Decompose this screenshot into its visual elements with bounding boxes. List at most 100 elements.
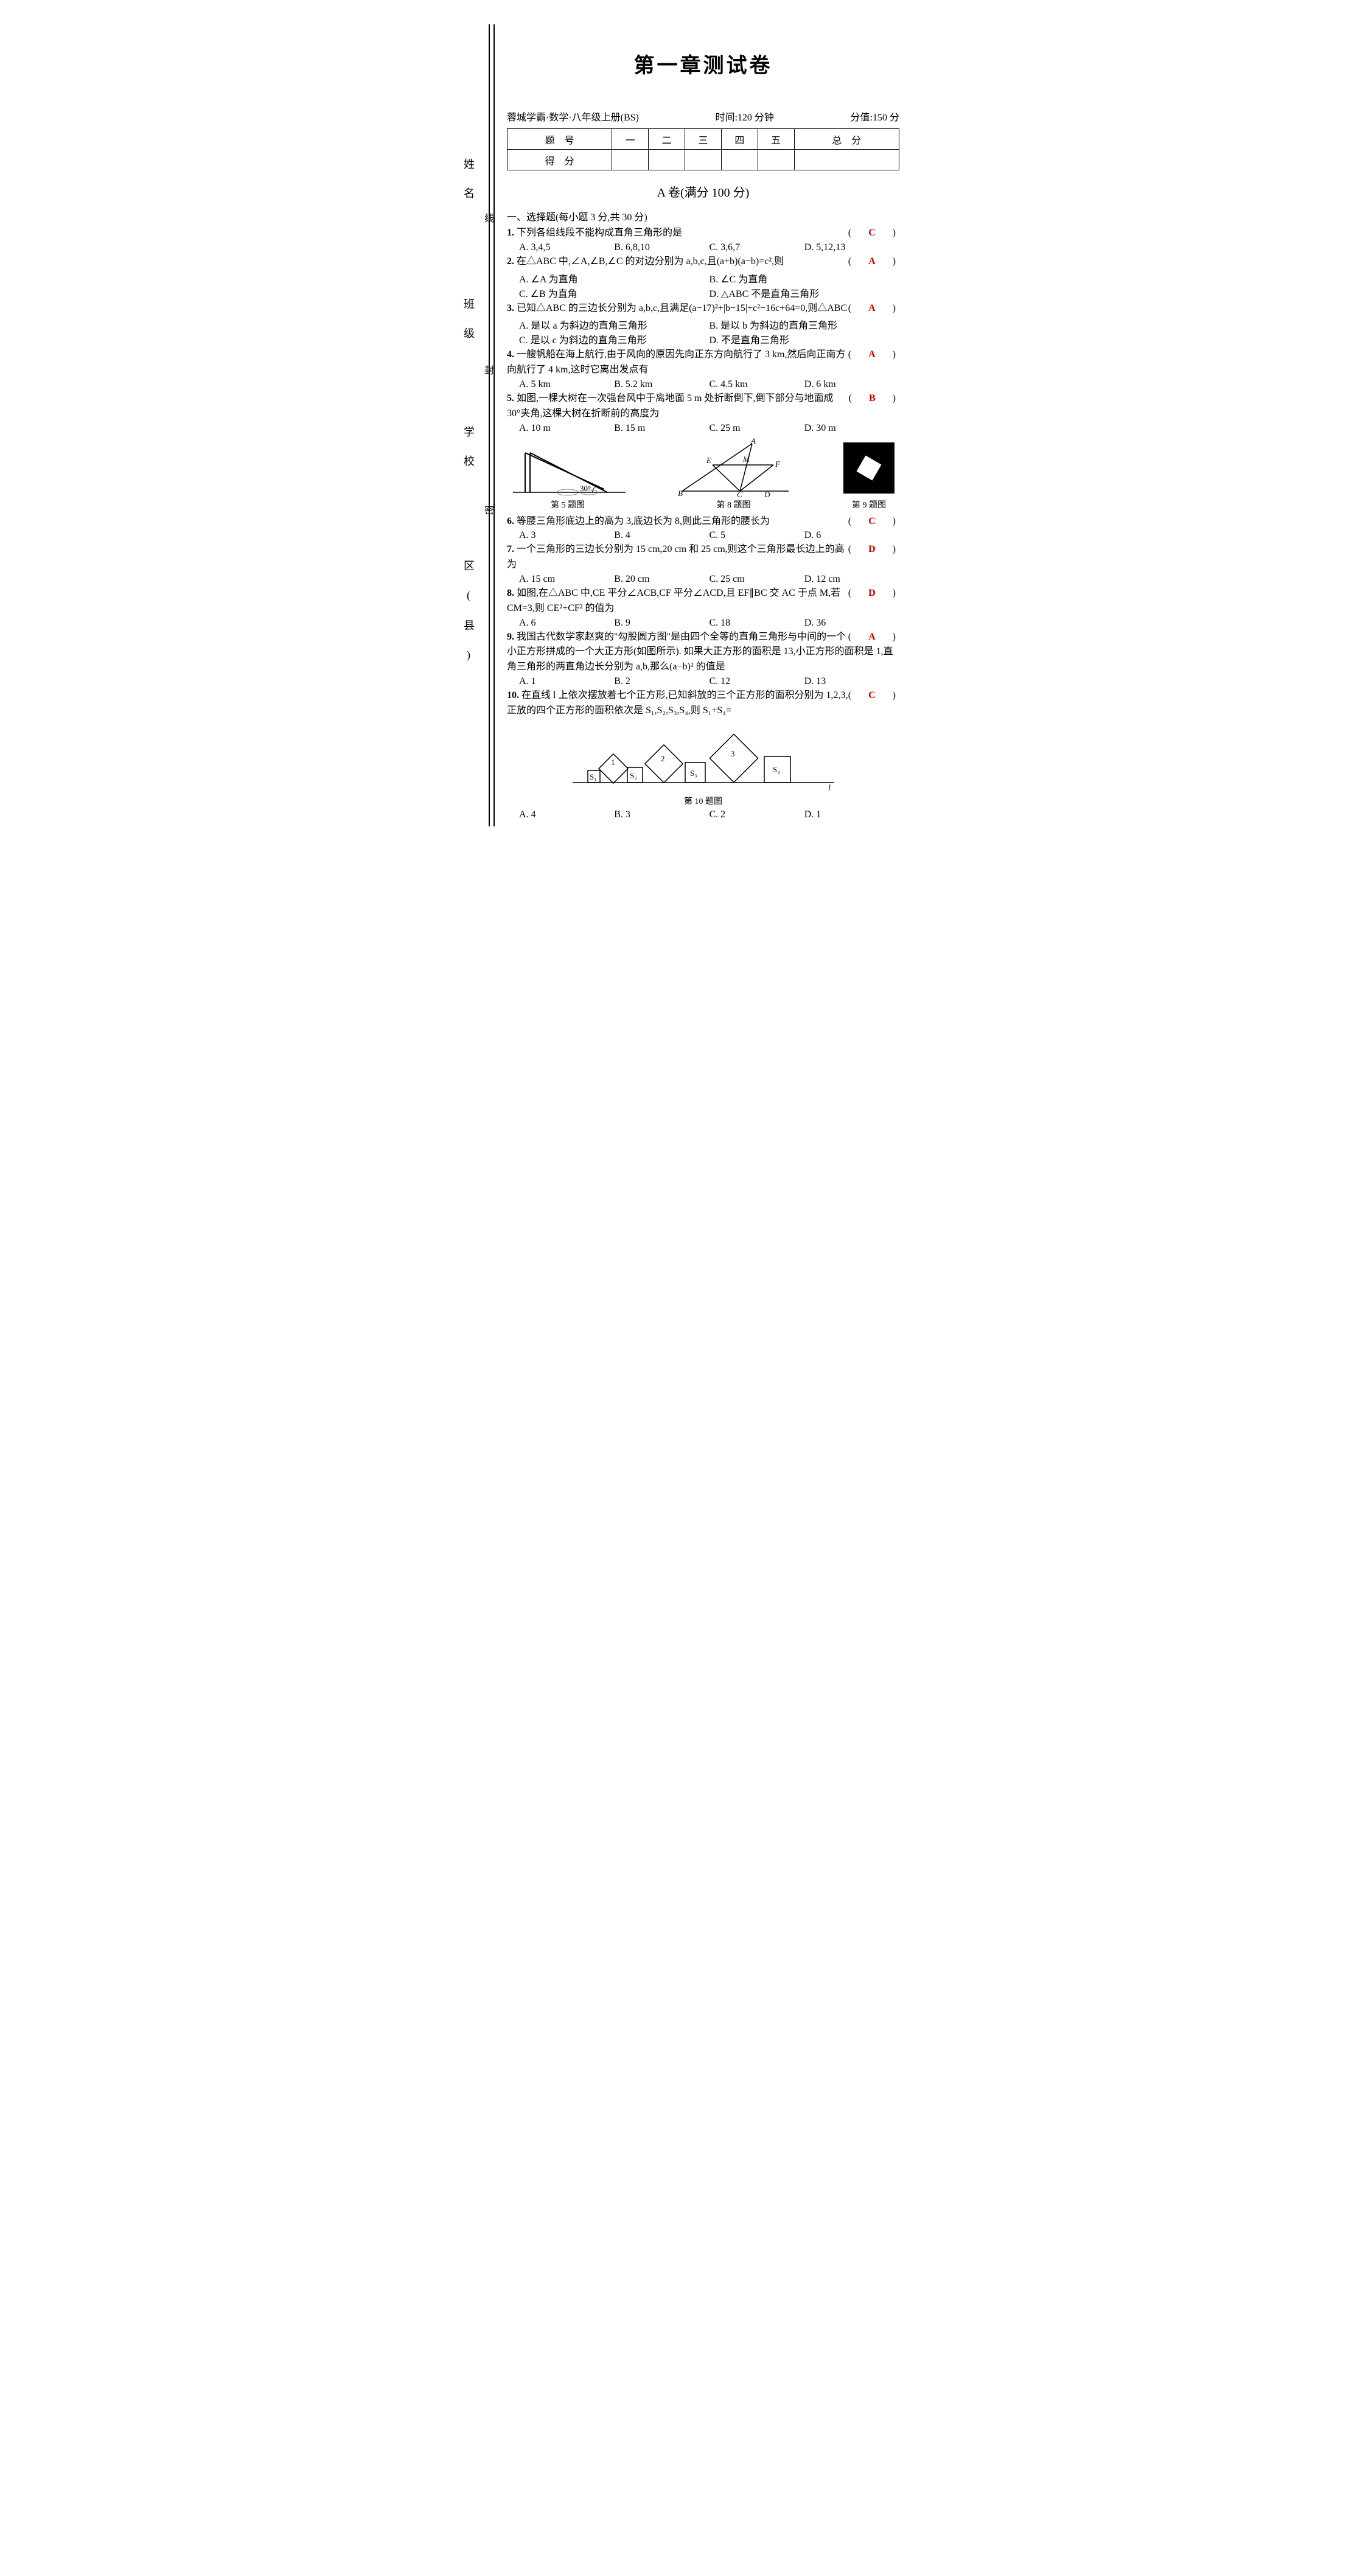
svg-text:C: C bbox=[737, 490, 742, 498]
options-row: A. ∠A 为直角B. ∠C 为直角C. ∠B 为直角D. △ABC 不是直角三… bbox=[507, 271, 899, 300]
question-8: ( D ) 8. 如图,在△ABC 中,CE 平分∠ACB,CF 平分∠ACD,… bbox=[507, 586, 899, 616]
th-section: 题 号 bbox=[507, 129, 612, 150]
question-number: 7. bbox=[507, 544, 514, 554]
question-3: ( A ) 3. 已知△ABC 的三边长分别为 a,b,c,且满足(a−17)²… bbox=[507, 301, 899, 316]
option: A. ∠A 为直角 bbox=[519, 271, 710, 285]
binding-margin: 姓名 线 班级 封 学校 密 区(县) bbox=[453, 24, 490, 826]
option: A. 15 cm bbox=[519, 574, 614, 585]
question-9: ( A ) 9. 我国古代数学家赵爽的"勾股圆方图"是由四个全等的直角三角形与中… bbox=[507, 630, 899, 675]
answer-letter: C bbox=[868, 516, 879, 526]
option: D. 1 bbox=[804, 809, 899, 820]
options-row: A. 3B. 4C. 5D. 6 bbox=[507, 530, 899, 541]
option: C. 2 bbox=[710, 809, 804, 820]
question-text: 如图,在△ABC 中,CE 平分∠ACB,CF 平分∠ACD,且 EF∥BC 交… bbox=[507, 588, 840, 613]
svg-text:A: A bbox=[750, 438, 756, 445]
cell bbox=[794, 150, 899, 170]
tree-diagram: 30° bbox=[507, 438, 629, 498]
svg-text:S₂: S₂ bbox=[630, 771, 637, 780]
th-3: 三 bbox=[685, 129, 722, 150]
answer-letter: A bbox=[868, 632, 879, 642]
answer-blank: ( C ) bbox=[848, 514, 899, 529]
option: D. 12 cm bbox=[804, 574, 899, 585]
option: B. 20 cm bbox=[614, 574, 709, 585]
option: B. 9 bbox=[614, 618, 709, 629]
options-row: A. 1B. 2C. 12D. 13 bbox=[507, 676, 899, 687]
figure-5: 30° 第 5 题图 bbox=[507, 438, 629, 511]
th-1: 一 bbox=[612, 129, 649, 150]
svg-text:F: F bbox=[775, 459, 781, 469]
margin-label-class: 班级 bbox=[461, 298, 476, 357]
option: C. 18 bbox=[710, 618, 804, 629]
option: D. 13 bbox=[804, 676, 899, 687]
svg-text:1: 1 bbox=[611, 758, 615, 767]
margin-mark-secret: 密 bbox=[480, 505, 495, 515]
option: C. 12 bbox=[710, 676, 804, 687]
option: D. 30 m bbox=[804, 423, 899, 434]
figure-9: 第 9 题图 bbox=[839, 438, 899, 511]
question-list: ( C ) 1. 下列各组线段不能构成直角三角形的是 A. 3,4,5B. 6,… bbox=[507, 226, 899, 820]
figure-10: S₁ S₂ S₃ S₄ 1 2 3 l 第 10 题图 bbox=[507, 725, 899, 807]
answer-blank: ( A ) bbox=[848, 301, 899, 316]
svg-text:M: M bbox=[742, 455, 750, 464]
th-2: 二 bbox=[649, 129, 685, 150]
question-4: ( A ) 4. 一艘帆船在海上航行,由于风向的原因先向正东方向航行了 3 km… bbox=[507, 347, 899, 378]
option: B. ∠C 为直角 bbox=[710, 271, 900, 285]
zhaoshuang-diagram bbox=[839, 438, 899, 498]
th-4: 四 bbox=[721, 129, 758, 150]
answer-blank: ( D ) bbox=[848, 586, 899, 601]
option: B. 2 bbox=[614, 676, 709, 687]
cell bbox=[685, 150, 722, 170]
option: D. 不是直角三角形 bbox=[710, 332, 900, 346]
margin-label-name: 姓名 bbox=[461, 158, 476, 217]
figure-9-caption: 第 9 题图 bbox=[839, 498, 899, 511]
row-score-label: 得 分 bbox=[507, 150, 612, 170]
option: D. 6 km bbox=[804, 379, 899, 390]
question-text: 在直线 l 上依次摆放着七个正方形,已知斜放的三个正方形的面积分别为 1,2,3… bbox=[507, 690, 848, 716]
margin-label-school: 学校 bbox=[461, 426, 476, 484]
svg-text:B: B bbox=[678, 489, 683, 498]
squares-on-line: S₁ S₂ S₃ S₄ 1 2 3 l bbox=[570, 725, 837, 792]
option: C. ∠B 为直角 bbox=[519, 285, 710, 300]
option: C. 4.5 km bbox=[710, 379, 804, 390]
option: B. 4 bbox=[614, 530, 709, 541]
options-row: A. 15 cmB. 20 cmC. 25 cmD. 12 cm bbox=[507, 574, 899, 585]
option: A. 1 bbox=[519, 676, 614, 687]
section-a-title: A 卷(满分 100 分) bbox=[507, 183, 899, 200]
option: A. 5 km bbox=[519, 379, 614, 390]
triangle-diagram: A B C D E F M bbox=[673, 438, 795, 498]
question-5: ( B ) 5. 如图,一棵大树在一次强台风中于离地面 5 m 处折断倒下,倒下… bbox=[507, 391, 899, 422]
question-number: 3. bbox=[507, 303, 514, 313]
option: A. 3 bbox=[519, 530, 614, 541]
question-7: ( D ) 7. 一个三角形的三边长分别为 15 cm,20 cm 和 25 c… bbox=[507, 542, 899, 573]
margin-mark-line: 线 bbox=[480, 213, 495, 223]
question-number: 6. bbox=[507, 516, 514, 526]
exam-page: 姓名 线 班级 封 学校 密 区(县) 第一章测试卷 蓉城学霸·数学·八年级上册… bbox=[453, 24, 907, 826]
option: B. 5.2 km bbox=[614, 379, 709, 390]
table-row: 得 分 bbox=[507, 150, 899, 170]
figure-5-caption: 第 5 题图 bbox=[507, 498, 629, 511]
question-text: 等腰三角形底边上的高为 3,底边长为 8,则此三角形的腰长为 bbox=[517, 516, 770, 526]
answer-letter: C bbox=[868, 228, 879, 238]
figure-8-caption: 第 8 题图 bbox=[673, 498, 795, 511]
svg-text:S₃: S₃ bbox=[690, 769, 697, 778]
question-10: ( C ) 10. 在直线 l 上依次摆放着七个正方形,已知斜放的三个正方形的面… bbox=[507, 688, 899, 719]
th-5: 五 bbox=[758, 129, 794, 150]
page-title: 第一章测试卷 bbox=[507, 49, 899, 79]
th-total: 总 分 bbox=[794, 129, 899, 150]
content-area: 第一章测试卷 蓉城学霸·数学·八年级上册(BS) 时间:120 分钟 分值:15… bbox=[493, 24, 907, 826]
figure-8: A B C D E F M 第 8 题图 bbox=[673, 438, 795, 511]
question-text: 一艘帆船在海上航行,由于风向的原因先向正东方向航行了 3 km,然后向正南方向航… bbox=[507, 349, 845, 375]
answer-letter: D bbox=[868, 588, 879, 598]
options-row: A. 6B. 9C. 18D. 36 bbox=[507, 618, 899, 629]
meta-row: 蓉城学霸·数学·八年级上册(BS) 时间:120 分钟 分值:150 分 bbox=[507, 109, 899, 124]
table-row: 题 号 一 二 三 四 五 总 分 bbox=[507, 129, 899, 150]
svg-text:E: E bbox=[706, 456, 711, 465]
svg-text:2: 2 bbox=[661, 754, 665, 763]
option: A. 3,4,5 bbox=[519, 242, 614, 253]
cell bbox=[649, 150, 685, 170]
score-table: 题 号 一 二 三 四 五 总 分 得 分 bbox=[507, 128, 899, 170]
answer-blank: ( C ) bbox=[848, 226, 899, 241]
question-text: 如图,一棵大树在一次强台风中于离地面 5 m 处折断倒下,倒下部分与地面成 30… bbox=[507, 393, 833, 419]
question-number: 10. bbox=[507, 690, 519, 700]
answer-letter: C bbox=[868, 690, 879, 700]
